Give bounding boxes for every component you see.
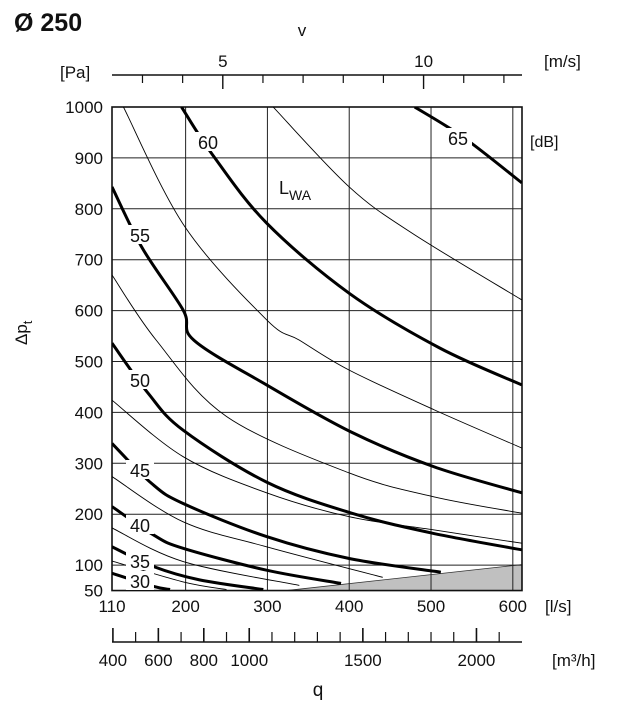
x-axis-label: q: [313, 680, 324, 701]
y-tick-label: 600: [75, 302, 103, 321]
intermediate-curve: [112, 399, 522, 544]
lwa-label: LWA: [279, 178, 312, 203]
x-tick-label: 200: [171, 597, 199, 616]
sound-level-curve: [112, 342, 522, 552]
plot-frame: [111, 106, 523, 592]
y-axis-label: Δpt: [12, 320, 35, 345]
m3h-tick-label: 1000: [230, 651, 268, 670]
m3h-tick-label: 400: [99, 651, 127, 670]
intermediate-curve: [112, 476, 383, 578]
m3h-tick-label: 2000: [458, 651, 496, 670]
x2-axis-unit: [m³/h]: [552, 651, 595, 670]
y-tick-label: 500: [75, 353, 103, 372]
curve-label: 50: [130, 371, 150, 391]
y-tick-label: 700: [75, 251, 103, 270]
top-axis-unit: [m/s]: [544, 52, 581, 71]
y-tick-label: 800: [75, 200, 103, 219]
x-tick-label: 400: [335, 597, 363, 616]
y-tick-label: 100: [75, 556, 103, 575]
y-tick-label: 400: [75, 403, 103, 422]
y-tick-label: 300: [75, 454, 103, 473]
curve-label-bg: [126, 460, 154, 479]
intermediate-curve: [123, 107, 522, 449]
curve-label-bg: [444, 128, 472, 147]
curve-label: 30: [130, 572, 150, 592]
sound-level-curve: [112, 442, 442, 574]
velocity-tick-label: 5: [218, 52, 227, 71]
series-unit: [dB]: [530, 134, 558, 151]
curve-label-bg: [126, 515, 154, 534]
chart-title: Ø 250: [14, 9, 82, 37]
intermediate-curve: [272, 107, 522, 301]
y-axis-unit: [Pa]: [60, 63, 90, 82]
curve-label: 65: [448, 129, 468, 149]
x-tick-label: 500: [417, 597, 445, 616]
intermediate-curve: [112, 527, 300, 586]
curve-label-bg: [126, 370, 154, 389]
y-tick-label: 50: [84, 582, 103, 601]
x-axis-unit: [l/s]: [545, 597, 571, 616]
sound-level-curve: [112, 186, 522, 495]
curve-label-bg: [194, 132, 222, 151]
curve-label: 45: [130, 461, 150, 481]
curve-label: 35: [130, 552, 150, 572]
curve-label-bg: [126, 571, 154, 590]
x-tick-label: 110: [98, 597, 125, 616]
curve-label: 60: [198, 133, 218, 153]
curve-label: 40: [130, 516, 150, 536]
sound-level-curve: [180, 107, 522, 387]
y-tick-label: 200: [75, 505, 103, 524]
curve-label-bg: [126, 225, 154, 244]
m3h-tick-label: 800: [190, 651, 218, 670]
y-tick-label: 900: [75, 149, 103, 168]
curve-label-bg: [126, 551, 154, 570]
x-tick-label: 600: [499, 597, 527, 616]
curve-label: 55: [130, 226, 150, 246]
m3h-tick-label: 600: [144, 651, 172, 670]
top-axis-label: v: [298, 21, 307, 40]
intermediate-curve: [112, 274, 522, 514]
velocity-tick-label: 10: [414, 52, 433, 71]
x-tick-label: 300: [253, 597, 281, 616]
y-tick-label: 1000: [65, 98, 103, 117]
m3h-tick-label: 1500: [344, 651, 382, 670]
